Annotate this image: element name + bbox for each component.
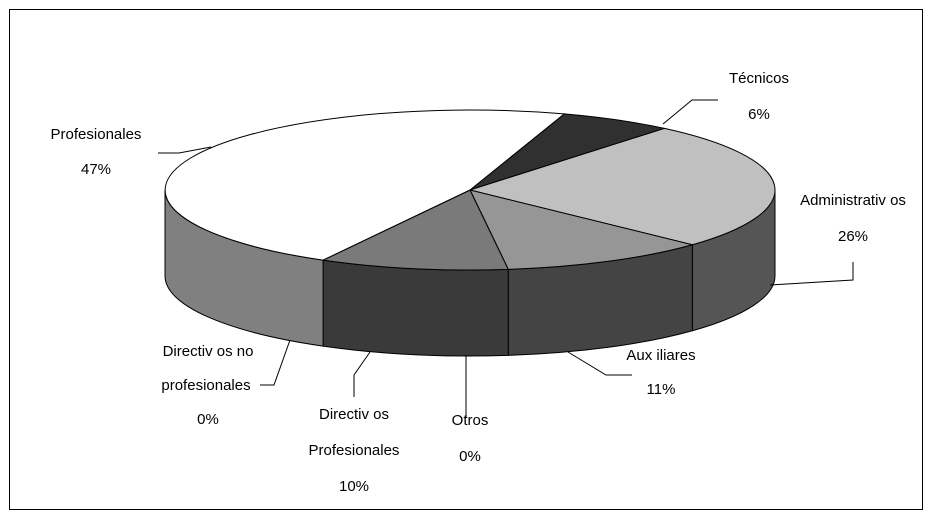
slice-label-directivos-profesionales-1: Directiv os [319,406,389,423]
leader-profesionales [158,146,212,154]
slice-label-otros: Otros [452,412,489,429]
slice-value-profesionales: 47% [81,161,111,178]
leader-lines [158,99,854,418]
slice-label-directivos-no-profesionales-1: Directiv os no [163,343,254,360]
slice-value-otros: 0% [459,448,481,465]
slice-value-tecnicos: 6% [748,106,770,123]
slice-value-auxiliares: 11% [647,381,676,398]
slice-value-administrativos: 26% [838,228,868,245]
pie-tops [164,109,776,271]
labels: Técnicos 6% Administrativ os 26% Aux ili… [51,70,906,495]
leader-tecnicos [662,99,718,125]
slice-label-directivos-no-profesionales-2: profesionales [161,377,250,394]
pie-slice-directivos-profesionales [321,189,510,271]
pie-slice-administrativos [468,127,776,246]
leader-administrativos [769,262,854,286]
pie-slice-auxiliares [469,189,695,270]
slice-label-directivos-profesionales-2: Profesionales [309,442,400,459]
slice-label-tecnicos: Técnicos [729,70,789,87]
leader-auxiliares [567,351,632,376]
slice-label-auxiliares: Aux iliares [626,347,695,364]
leader-directivos-noprof [260,339,291,386]
pie-slice-profesionales [164,109,566,261]
slice-value-directivos-no-profesionales: 0% [197,411,219,428]
pie-side-directivos-profesionales [322,259,509,357]
leader-directivos-prof [353,351,371,397]
slice-value-directivos-profesionales: 10% [339,478,369,495]
slice-label-administrativos: Administrativ os [800,192,906,209]
slice-label-profesionales: Profesionales [51,126,142,143]
